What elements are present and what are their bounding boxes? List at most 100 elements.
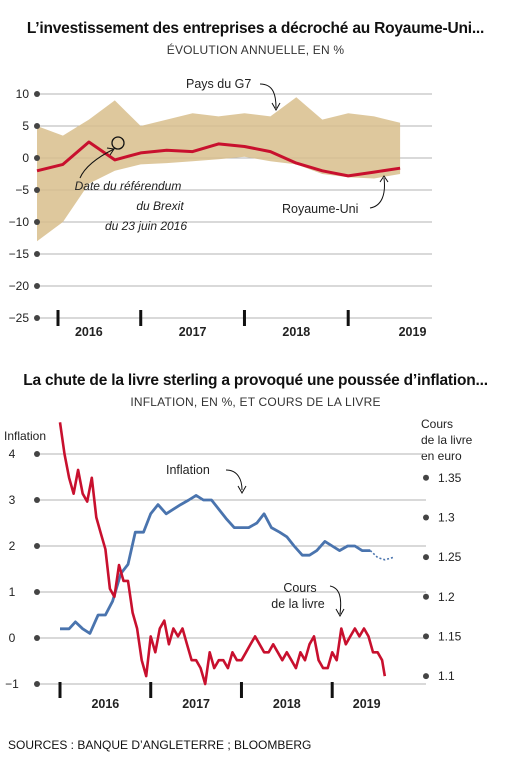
- referendum-marker: [111, 136, 125, 150]
- chart1-xtick-label: 2018: [282, 325, 310, 339]
- chart1-ytick-dot: [34, 123, 40, 129]
- referendum-label-line3: du 23 juin 2016: [105, 219, 187, 233]
- chart2-left-tick-label: −1: [5, 677, 19, 691]
- chart1-ytick-dot: [34, 251, 40, 257]
- chart1-xtick-mark: [56, 310, 60, 326]
- chart2-xtick-label: 2018: [273, 697, 301, 711]
- chart2-left-tick-dot: [34, 451, 40, 457]
- chart2-right-tick-dot: [423, 554, 429, 561]
- chart1-xtick-label: 2016: [75, 325, 103, 339]
- chart1-ytick-label: 10: [16, 87, 30, 101]
- chart1-xtick-mark: [139, 310, 143, 326]
- chart2-x-axis: 2016 2017 2018 2019: [58, 682, 381, 711]
- chart1-ytick-dot: [34, 187, 40, 193]
- chart2-inflation-pound: Inflation Cours de la livre en euro 4 3 2 1…: [4, 417, 473, 711]
- chart2-right-tick-label: 1.2: [438, 590, 455, 604]
- chart2-xtick-label: 2016: [91, 697, 119, 711]
- chart1-ytick-label: 5: [22, 119, 29, 133]
- left-axis-label: Inflation: [4, 429, 46, 443]
- chart1-ytick-label: −25: [9, 311, 30, 325]
- chart1-ytick-label: −10: [9, 215, 30, 229]
- chart1-y-axis: 10 5 0 −5 −10 −15 −20 −25: [9, 87, 40, 325]
- chart2-xtick-mark: [239, 682, 243, 698]
- pound-series-line: [58, 422, 387, 686]
- inflation-arrow: [225, 469, 243, 491]
- referendum-arrow-head: [106, 147, 115, 156]
- chart1-ytick-label: −15: [9, 247, 30, 261]
- g7-band-area: [37, 97, 401, 242]
- chart1-ytick-dot: [34, 219, 40, 225]
- chart1-ytick-dot: [34, 315, 40, 321]
- uk-arrow: [369, 177, 385, 209]
- chart1-ytick-dot: [34, 283, 40, 289]
- referendum-label-line2: du Brexit: [136, 199, 184, 213]
- inflation-arrow-head: [237, 485, 247, 495]
- pound-arrow: [329, 585, 342, 615]
- pound-arrow-head: [335, 608, 345, 618]
- chart2-subtitle: INFLATION, EN %, ET COURS DE LA LIVRE: [130, 395, 381, 409]
- chart2-left-tick-label: 4: [9, 447, 16, 461]
- chart1-subtitle: ÉVOLUTION ANNUELLE, EN %: [166, 43, 345, 57]
- chart2-left-tick-dot: [34, 681, 40, 687]
- chart2-right-tick-label: 1.25: [438, 550, 462, 564]
- pound-series-label-line1: Cours: [283, 581, 316, 595]
- chart2-left-tick-label: 3: [9, 493, 16, 507]
- chart2-right-tick-dot: [423, 514, 429, 521]
- chart1-uk-line: [36, 140, 401, 178]
- chart2-gridlines: [37, 453, 426, 685]
- chart2-left-tick-dot: [34, 497, 40, 503]
- chart2-left-tick-dot: [34, 543, 40, 549]
- chart2-right-tick-dot: [423, 633, 429, 640]
- chart1-title: L’investissement des entreprises a décro…: [26, 20, 485, 37]
- uk-label: Royaume-Uni: [282, 202, 358, 216]
- chart2-xtick-mark: [149, 682, 153, 698]
- g7-label: Pays du G7: [186, 77, 251, 91]
- chart2-left-tick-label: 1: [9, 585, 16, 599]
- chart2-right-tick-label: 1.15: [438, 629, 462, 643]
- chart1-xtick-mark: [242, 310, 246, 326]
- chart1-ytick-dot: [34, 155, 40, 161]
- referendum-arrow: [79, 148, 115, 179]
- chart1-ytick-label: −20: [9, 279, 30, 293]
- chart2-xtick-mark: [58, 682, 62, 698]
- g7-arrow: [259, 83, 277, 109]
- chart2-left-tick-dot: [34, 635, 40, 641]
- chart2-right-tick-dot: [423, 593, 429, 600]
- right-axis-label-line1: Cours: [421, 417, 453, 431]
- sources-footer: SOURCES : BANQUE D’ANGLETERRE ; BLOOMBER…: [8, 738, 312, 752]
- chart1-xtick-mark: [346, 310, 350, 326]
- inflation-series-line: [60, 494, 371, 635]
- g7-arrow-head: [271, 102, 281, 112]
- chart2-xtick-label: 2017: [182, 697, 210, 711]
- inflation-forecast-line: [369, 550, 394, 561]
- right-axis-label-line3: en euro: [421, 449, 462, 463]
- chart1-ytick-dot: [34, 91, 40, 97]
- chart2-title: La chute de la livre sterling a provoqué…: [23, 372, 488, 389]
- chart2-left-tick-label: 0: [9, 631, 16, 645]
- chart1-ytick-label: −5: [15, 183, 29, 197]
- chart1-ytick-label: 0: [22, 151, 29, 165]
- chart2-right-tick-dot: [423, 474, 429, 481]
- uk-series-line: [36, 140, 401, 178]
- chart1-xtick-label: 2019: [399, 325, 427, 339]
- pound-series-label-line2: de la livre: [271, 597, 325, 611]
- inflation-series-label: Inflation: [166, 463, 210, 477]
- chart2-left-tick-dot: [34, 589, 40, 595]
- chart2-xtick-mark: [330, 682, 334, 698]
- chart1-xtick-label: 2017: [179, 325, 207, 339]
- chart1-g7-band: [37, 97, 401, 242]
- chart2-y-axes: 4 3 2 1 0 −1 1.35 1.3 1.25 1.2 1.15 1.1: [5, 447, 462, 691]
- chart2-right-tick-dot: [423, 673, 429, 680]
- referendum-label-line1: Date du référendum: [75, 179, 182, 193]
- right-axis-label-line2: de la livre: [421, 433, 473, 447]
- chart2-left-tick-label: 2: [9, 539, 16, 553]
- chart2-right-tick-label: 1.1: [438, 669, 455, 683]
- chart2-right-tick-label: 1.3: [438, 510, 455, 524]
- chart1-investment: 10 5 0 −5 −10 −15 −20 −25 2016 2017 2018 2019 Pays…: [9, 77, 432, 339]
- chart2-series: [58, 422, 394, 686]
- chart2-xtick-label: 2019: [353, 697, 381, 711]
- chart2-right-tick-label: 1.35: [438, 471, 462, 485]
- chart1-x-axis: 2016 2017 2018 2019: [56, 310, 427, 339]
- uk-arrow-head: [379, 175, 389, 183]
